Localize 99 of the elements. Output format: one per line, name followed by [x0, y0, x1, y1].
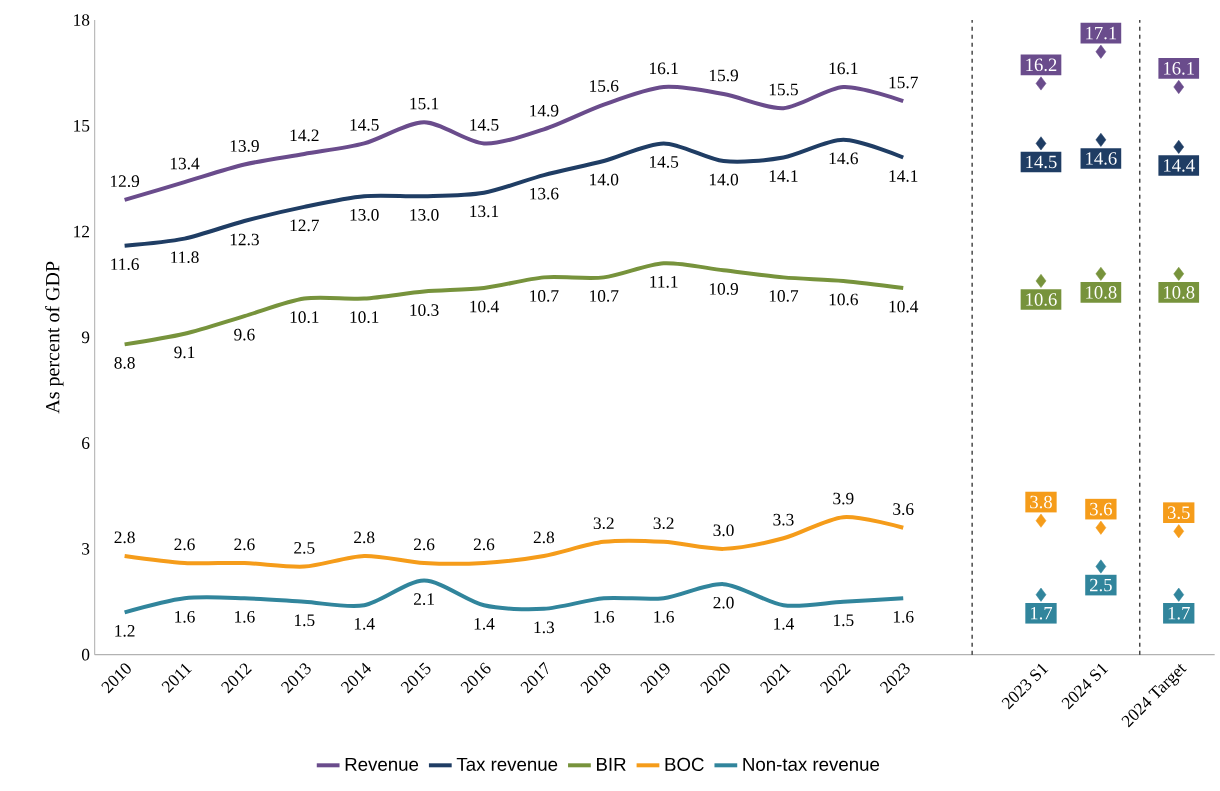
data-label: 13.1 [470, 205, 499, 218]
data-label: 14.6 [1086, 152, 1117, 165]
data-label: 10.6 [829, 293, 858, 306]
data-label: 11.8 [171, 251, 199, 264]
data-label: 2.0 [713, 597, 734, 609]
data-label: 1.6 [594, 611, 615, 623]
data-label: 2.5 [294, 542, 315, 554]
data-label: 14.2 [290, 129, 319, 142]
data-label: 2.1 [414, 593, 434, 606]
data-label: 16.1 [829, 62, 858, 75]
data-label: 15.1 [410, 98, 439, 110]
data-label: 14.1 [769, 170, 798, 183]
data-label: 13.0 [410, 209, 439, 221]
data-label: 1.6 [654, 611, 674, 623]
y-axis-title: As percent of GDP [45, 261, 64, 414]
data-label: 1.6 [175, 611, 195, 623]
data-label: 14.5 [650, 156, 679, 168]
data-label: 2.5 [1090, 578, 1112, 592]
data-label: 3.2 [653, 517, 674, 530]
data-label: 14.0 [709, 173, 739, 186]
data-label: 15.5 [769, 83, 798, 96]
data-label: 13.6 [530, 188, 559, 200]
data-label: 2.8 [533, 531, 555, 544]
data-label: 13.4 [170, 157, 200, 170]
data-label: 3.8 [1030, 495, 1052, 509]
data-label: 1.6 [235, 611, 255, 623]
data-label: 3.9 [833, 492, 854, 505]
data-label: 14.6 [829, 152, 858, 165]
data-label: 2.6 [473, 538, 495, 551]
data-label: 14.9 [530, 105, 559, 117]
data-label: 8.8 [114, 357, 135, 370]
data-label: 1.4 [774, 618, 795, 630]
data-label: 2.6 [174, 538, 195, 551]
y-tick-label: 0 [81, 648, 90, 661]
data-label: 10.8 [1086, 286, 1117, 299]
data-label: 14.0 [590, 173, 619, 186]
y-tick-label: 3 [82, 543, 90, 555]
data-label: 3.0 [713, 524, 734, 537]
data-label: 1.5 [834, 614, 854, 627]
data-label: 10.8 [1164, 286, 1195, 299]
data-label: 10.7 [590, 290, 619, 303]
data-label: 1.7 [1168, 607, 1190, 620]
data-label: 14.5 [470, 119, 499, 131]
data-label: 9.1 [174, 346, 195, 359]
data-label: 15.6 [590, 80, 619, 93]
data-label: 10.4 [889, 300, 919, 313]
data-label: 10.3 [410, 304, 439, 317]
data-label: 1.6 [893, 611, 914, 623]
data-label: 3.2 [593, 517, 614, 530]
legend-label: Non-tax revenue [743, 758, 880, 772]
legend-label: BOC [665, 757, 704, 772]
data-label: 10.7 [530, 290, 559, 303]
data-label: 15.9 [709, 69, 738, 82]
data-label: 1.3 [534, 621, 555, 634]
data-label: 3.6 [1090, 503, 1112, 516]
data-label: 14.5 [1026, 155, 1057, 169]
data-label: 1.2 [115, 625, 135, 637]
data-label: 1.4 [354, 618, 375, 630]
data-label: 10.7 [769, 290, 799, 303]
legend-label: Tax revenue [456, 758, 558, 772]
x-tick-label: 2011 [161, 663, 192, 694]
data-label: 10.9 [709, 283, 738, 295]
data-label: 10.4 [470, 300, 499, 313]
data-label: 16.1 [650, 62, 678, 75]
data-label: 10.6 [1026, 293, 1057, 307]
data-label: 1.7 [1030, 607, 1053, 620]
data-label: 2.6 [234, 538, 255, 551]
data-label: 12.3 [230, 233, 259, 246]
data-label: 11.1 [650, 276, 678, 288]
data-label: 3.6 [893, 503, 914, 516]
data-label: 13.0 [350, 209, 379, 221]
data-label: 14.4 [1164, 159, 1195, 172]
y-tick-label: 9 [81, 331, 90, 344]
y-tick-label: 6 [82, 437, 90, 450]
y-tick-label: 12 [74, 225, 90, 238]
data-label: 9.6 [234, 329, 255, 341]
y-tick-label: 18 [74, 14, 90, 26]
data-label: 2.8 [114, 531, 135, 544]
data-label: 12.9 [110, 175, 140, 188]
data-label: 10.1 [350, 311, 379, 324]
data-label: 13.9 [230, 140, 259, 153]
data-label: 17.1 [1086, 27, 1117, 40]
data-label: 3.5 [1167, 506, 1190, 520]
data-label: 10.1 [290, 311, 319, 324]
legend-label: BIR [597, 758, 626, 771]
data-label: 1.5 [294, 614, 315, 627]
data-label: 14.5 [350, 119, 379, 131]
data-label: 3.3 [773, 514, 794, 526]
data-label: 16.2 [1026, 58, 1057, 72]
data-label: 11.6 [111, 258, 139, 271]
data-label: 15.7 [889, 76, 918, 89]
data-label: 1.4 [474, 618, 495, 630]
data-label: 16.1 [1164, 62, 1194, 75]
y-tick-label: 15 [74, 120, 90, 132]
data-label: 14.1 [889, 170, 918, 183]
data-label: 2.8 [354, 531, 375, 544]
legend-label: Revenue [345, 758, 419, 772]
data-label: 2.6 [414, 538, 435, 551]
data-label: 12.7 [290, 219, 319, 232]
